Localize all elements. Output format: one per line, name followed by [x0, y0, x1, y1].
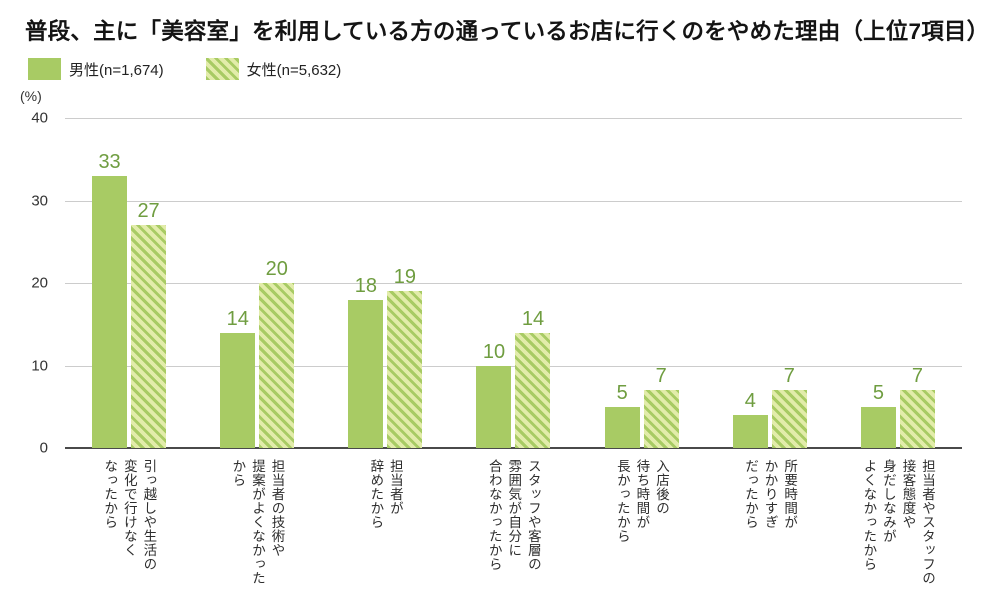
plot-area: 33 27 引っ越しや生活の 変化で行けなく なったから 14 20 担当者の技術や 提案…: [65, 118, 962, 585]
male-bar: [348, 299, 384, 448]
female-bar-wrap: 7: [899, 365, 935, 448]
female-bar: [515, 332, 551, 448]
bar-groups: 33 27 引っ越しや生活の 変化で行けなく なったから 14 20 担当者の技術や 提案…: [65, 118, 962, 611]
male-bar: [476, 365, 512, 448]
y-tick-20: 20: [31, 274, 48, 292]
female-bar-value: 7: [911, 365, 923, 388]
bar-group-7: 5 7 担当者やスタッフの 接客態度や 身だしなみが よくなかったから: [834, 118, 962, 611]
category-label-row: 担当者やスタッフの 接客態度や 身だしなみが よくなかったから: [834, 459, 962, 611]
female-bar-value: 7: [655, 365, 667, 388]
gridline: [65, 118, 962, 119]
category-label-row: スタッフや客層の 雰囲気が自分に 合わなかったから: [449, 459, 577, 611]
category-label: 所要時間が かかりすぎ だったから: [742, 459, 798, 529]
category-label: 入店後の 待ち時間が 長かったから: [614, 459, 669, 543]
male-bar-wrap: 10: [476, 340, 512, 448]
male-bar: [220, 332, 256, 448]
male-bar-wrap: 5: [860, 381, 896, 448]
female-bar: [131, 225, 167, 448]
male-bar-value: 18: [354, 274, 377, 297]
page-title: 普段、主に「美容室」を利用している方の通っているお店に行くのをやめた理由（上位7…: [25, 19, 990, 44]
male-bar: [604, 406, 640, 448]
male-bar-wrap: 18: [348, 274, 384, 448]
female-bar-value: 27: [137, 200, 160, 223]
female-bar-value: 20: [265, 258, 288, 280]
bar-group-5: 5 7 入店後の 待ち時間が 長かったから: [578, 118, 706, 611]
male-bar-value: 10: [482, 340, 506, 363]
male-bar: [860, 406, 896, 448]
category-label: スタッフや客層の 雰囲気が自分に 合わなかったから: [486, 459, 541, 571]
female-bar-wrap: 20: [259, 258, 295, 448]
gridline: [65, 200, 962, 202]
bars-row: 33 27: [65, 118, 193, 448]
category-label: 引っ越しや生活の 変化で行けなく なったから: [102, 459, 157, 571]
female-bar-value: 7: [783, 365, 795, 388]
female-bar-wrap: 7: [771, 365, 807, 448]
bar-group-3: 18 19 担当者が 辞めたから: [321, 118, 449, 611]
category-label-row: 担当者の技術や 提案がよくなかった から: [193, 459, 321, 611]
category-label-row: 所要時間が かかりすぎ だったから: [706, 459, 834, 611]
legend-female-label: 女性(n=5,632): [246, 61, 342, 79]
y-tick-0: 0: [39, 439, 48, 457]
male-bar-value: 4: [744, 390, 756, 412]
y-tick-40: 40: [31, 109, 48, 127]
female-bar-wrap: 19: [387, 266, 423, 448]
gridline: [65, 365, 962, 367]
y-axis-unit: (%): [20, 88, 42, 104]
bars-row: 14 20: [193, 118, 321, 448]
category-label: 担当者やスタッフの 接客態度や 身だしなみが よくなかったから: [861, 459, 936, 585]
male-bar-wrap: 14: [220, 307, 256, 448]
gridline: [65, 283, 962, 284]
category-label-row: 入店後の 待ち時間が 長かったから: [578, 459, 706, 611]
female-series-swatch: [205, 58, 239, 80]
bars-row: 18 19: [321, 118, 449, 448]
legend-male-label: 男性(n=1,674): [69, 61, 164, 79]
female-bar: [899, 390, 935, 448]
male-bar: [92, 175, 128, 448]
male-bar-wrap: 5: [604, 381, 640, 448]
male-bar: [732, 415, 768, 448]
male-bar-value: 33: [98, 150, 121, 173]
bar-group-2: 14 20 担当者の技術や 提案がよくなかった から: [193, 118, 321, 611]
bar-group-1: 33 27 引っ越しや生活の 変化で行けなく なったから: [65, 118, 193, 611]
legend-item-female: 女性(n=5,632): [205, 58, 342, 80]
male-series-swatch: [28, 58, 61, 80]
female-bar: [387, 291, 423, 448]
category-label-row: 引っ越しや生活の 変化で行けなく なったから: [65, 459, 193, 611]
female-bar-wrap: 14: [515, 307, 551, 448]
female-bar: [771, 390, 807, 448]
female-bar: [643, 390, 679, 448]
x-axis-line: [65, 447, 962, 449]
male-bar-value: 14: [226, 307, 249, 330]
category-label-row: 担当者が 辞めたから: [321, 459, 449, 611]
male-bar-wrap: 33: [92, 150, 128, 448]
female-bar-value: 14: [521, 307, 545, 330]
category-label: 担当者が 辞めたから: [368, 459, 403, 529]
category-label: 担当者の技術や 提案がよくなかった から: [230, 459, 285, 585]
bar-group-4: 10 14 スタッフや客層の 雰囲気が自分に 合わなかったから: [449, 118, 577, 611]
female-bar-wrap: 27: [131, 200, 167, 448]
female-bar-value: 19: [393, 266, 416, 289]
female-bar-wrap: 7: [643, 365, 679, 448]
legend: 男性(n=1,674) 女性(n=5,632): [28, 58, 341, 80]
legend-item-male: 男性(n=1,674): [28, 58, 164, 80]
male-bar-value: 5: [616, 381, 628, 404]
y-tick-10: 10: [31, 357, 48, 374]
y-axis-ticks: 40 30 20 10 0: [12, 110, 48, 457]
bars-row: 10 14: [449, 118, 577, 448]
male-bar-wrap: 4: [732, 390, 768, 448]
bar-group-6: 4 7 所要時間が かかりすぎ だったから: [706, 118, 834, 611]
y-tick-30: 30: [31, 192, 48, 209]
female-bar: [259, 283, 295, 448]
male-bar-value: 5: [872, 381, 884, 404]
